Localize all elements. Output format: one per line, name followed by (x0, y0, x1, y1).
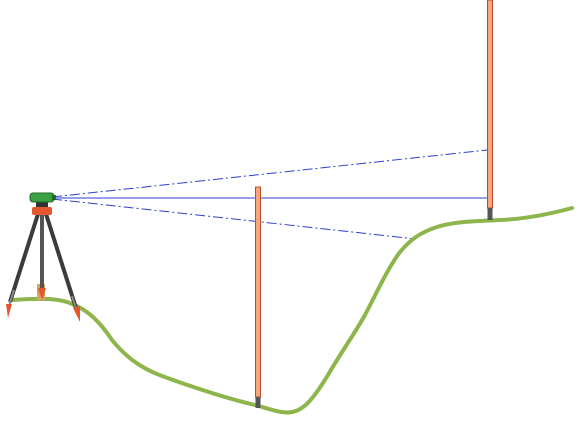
level-instrument (29, 192, 55, 203)
tripod-foot (73, 306, 80, 322)
tripod-level (6, 192, 80, 322)
tripod-foot (38, 288, 46, 300)
rod-foot-right (487, 208, 493, 220)
leveling-rod-left (255, 186, 261, 398)
objective-lens (52, 195, 56, 200)
tripod-leg (44, 213, 78, 309)
tripod-head (32, 207, 52, 215)
lower-sight-line (51, 198, 417, 240)
ground-profile (10, 206, 574, 415)
tripod-foot (6, 304, 12, 318)
rod-foot-left (255, 397, 261, 408)
upper-sight-line (51, 149, 488, 198)
leg-clamp (8, 289, 15, 307)
leveling-rod-right (487, 0, 493, 209)
leveling-base (36, 201, 48, 207)
tripod-leg (8, 213, 40, 303)
